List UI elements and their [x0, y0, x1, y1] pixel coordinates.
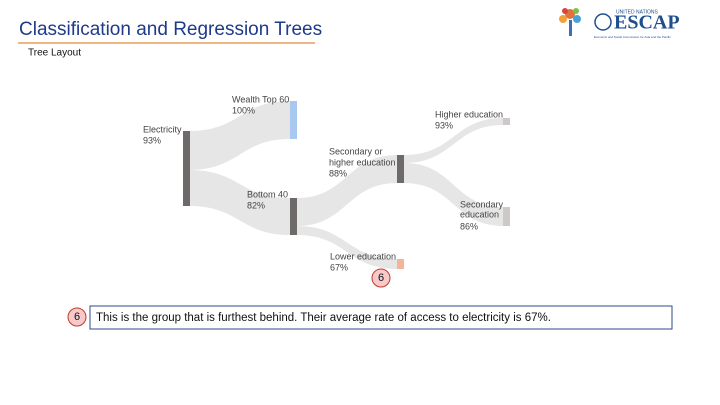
node-value: 93%	[435, 120, 453, 130]
flow	[404, 163, 503, 226]
flows	[189, 101, 503, 269]
node-bars	[183, 101, 510, 269]
node-value: 88%	[329, 168, 347, 178]
logo-org: UNITED NATIONS	[616, 9, 659, 15]
node-label: Wealth Top 60	[232, 94, 289, 104]
node-label: Higher education	[435, 109, 503, 119]
flow	[297, 226, 397, 269]
node-bar	[503, 207, 510, 226]
logo-tagline: Economic and Social Commission for Asia …	[594, 35, 671, 39]
badge-number: 6	[378, 272, 384, 284]
un-emblem	[594, 13, 612, 31]
node-labels: Electricity 93% Wealth Top 60 100% Botto…	[143, 94, 504, 272]
node-badge: 6	[371, 268, 391, 288]
logo: UNITED NATIONS ESCAP Economic and Social…	[559, 8, 680, 39]
node-bar	[183, 131, 190, 206]
callout-text: This is the group that is furthest behin…	[96, 312, 551, 324]
node-bar	[290, 198, 297, 235]
flow	[297, 155, 397, 226]
node-value: 86%	[460, 221, 478, 231]
node-label: higher education	[329, 157, 396, 167]
node-bar	[290, 101, 297, 139]
node-bar	[397, 259, 404, 269]
badge-number: 6	[74, 311, 80, 323]
logo-name: ESCAP	[614, 12, 680, 34]
badge-circle	[371, 268, 391, 288]
node-label: Bottom 40	[247, 189, 288, 199]
flow	[404, 118, 503, 163]
node-label: Secondary or	[329, 146, 383, 156]
node-label: Secondary	[460, 199, 504, 209]
badge-circle	[67, 307, 87, 327]
node-bar	[503, 118, 510, 125]
slide-subtitle: Tree Layout	[28, 48, 81, 59]
node-label: Lower education	[330, 251, 396, 261]
node-label: Electricity	[143, 124, 182, 134]
slide-title: Classification and Regression Trees	[19, 19, 322, 40]
node-value: 67%	[330, 262, 348, 272]
callout-box	[89, 305, 673, 330]
flow	[189, 170, 290, 235]
node-value: 82%	[247, 200, 265, 210]
node-value: 93%	[143, 135, 161, 145]
node-label: education	[460, 209, 499, 219]
callout: 6 This is the group that is furthest beh…	[67, 305, 673, 330]
logo-tree-icon	[559, 8, 581, 36]
node-bar	[397, 155, 404, 183]
flow	[189, 101, 290, 170]
node-value: 100%	[232, 105, 255, 115]
